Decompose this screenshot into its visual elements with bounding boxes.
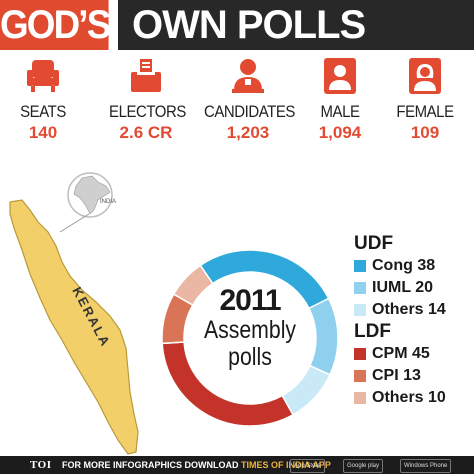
inset-label: INDIA (100, 199, 116, 205)
chart-legend: UDF Cong 38 IUML 20 Others 14 LDF CPM 45… (354, 233, 474, 409)
kerala-shape (9, 199, 139, 455)
legend-group-ldf: LDF (354, 321, 391, 342)
stat-label: MALE (320, 102, 360, 121)
stat-value: 109 (410, 123, 440, 142)
title-bar: GOD’S OWN POLLS (0, 0, 474, 50)
legend-item: CPI 13 (354, 365, 474, 387)
legend-label: Others 10 (372, 389, 446, 406)
donut-slice (172, 264, 214, 307)
footer-text-prefix: FOR MORE INFOGRAPHICS DOWNLOAD (62, 460, 241, 470)
stat-value: 140 (28, 123, 58, 142)
stat-male: MALE 1,094 (310, 56, 370, 143)
footer-text: FOR MORE INFOGRAPHICS DOWNLOAD TIMES OF … (62, 456, 331, 474)
center-line2: polls (228, 343, 272, 371)
legend-item: CPM 45 (354, 343, 474, 365)
legend-label: CPI 13 (372, 367, 421, 384)
india-inset-icon: INDIA (59, 172, 116, 233)
footer-bar: TOI FOR MORE INFOGRAPHICS DOWNLOAD TIMES… (0, 456, 474, 474)
stat-electors: ELECTORS 2.6 CR (104, 56, 188, 143)
app-store-badge[interactable]: App Store (290, 459, 325, 473)
female-icon (409, 58, 441, 94)
center-year: 2011 (219, 284, 281, 317)
legend-item: Others 10 (354, 387, 474, 409)
stat-label: ELECTORS (109, 102, 186, 121)
legend-swatch (354, 392, 366, 404)
stat-value: 1,094 (318, 123, 362, 142)
stats-row: SEATS 140 ELECTORS 2.6 CR CANDIDATES 1,2… (0, 56, 474, 156)
legend-item: IUML 20 (354, 277, 474, 299)
windows-phone-badge[interactable]: Windows Phone (400, 459, 452, 473)
footer-text-accent: TIMES OF INDIA APP (241, 460, 331, 470)
ballot-box-icon (131, 59, 161, 92)
seat-icon (27, 60, 59, 92)
center-line1: Assembly (203, 316, 297, 344)
stat-label: CANDIDATES (204, 102, 295, 121)
legend-item: Others 14 (354, 299, 474, 321)
stat-candidates: CANDIDATES 1,203 (198, 56, 298, 143)
legend-label: Cong 38 (372, 257, 436, 274)
title-part1: GOD’S (0, 0, 111, 50)
legend-label: CPM 45 (372, 345, 430, 362)
stat-label: FEMALE (396, 102, 454, 121)
legend-swatch (354, 260, 366, 272)
title-part2: OWN POLLS (118, 0, 474, 50)
stat-female: FEMALE 109 (390, 56, 460, 143)
legend-swatch (354, 348, 366, 360)
male-icon (324, 58, 356, 94)
donut-center-text: 2011 Assembly polls (160, 285, 340, 371)
legend-item: Cong 38 (354, 255, 474, 277)
legend-label: IUML 20 (372, 279, 434, 296)
kerala-map: INDIA KERALA (9, 172, 139, 455)
stat-value: 1,203 (226, 123, 270, 142)
legend-label: Others 14 (372, 301, 446, 318)
stat-seats: SEATS 140 (8, 56, 78, 143)
toi-logo: TOI (30, 459, 52, 471)
legend-swatch (354, 304, 366, 316)
donut-chart (161, 249, 339, 427)
legend-swatch (354, 282, 366, 294)
stat-label: SEATS (20, 102, 66, 121)
candidate-icon (232, 59, 264, 93)
stat-value: 2.6 CR (119, 123, 173, 142)
legend-swatch (354, 370, 366, 382)
google-play-badge[interactable]: Google play (343, 459, 384, 473)
legend-group-udf: UDF (354, 233, 394, 254)
